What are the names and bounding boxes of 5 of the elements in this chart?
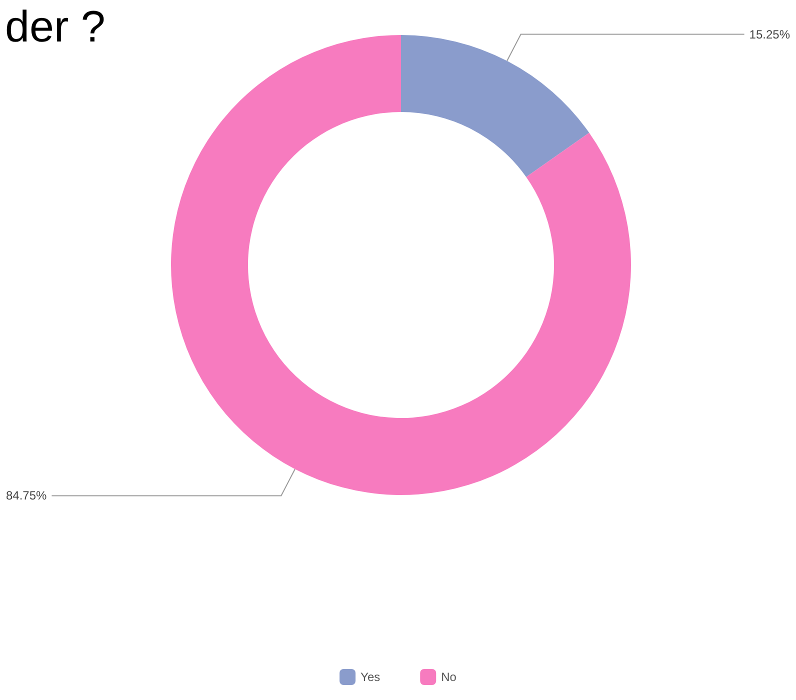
legend-label: No — [441, 670, 457, 684]
legend-label: Yes — [360, 670, 380, 684]
chart-title: der ? — [5, 2, 106, 52]
data-label: 84.75% — [6, 488, 48, 503]
data-label: 15.25% — [749, 27, 790, 42]
